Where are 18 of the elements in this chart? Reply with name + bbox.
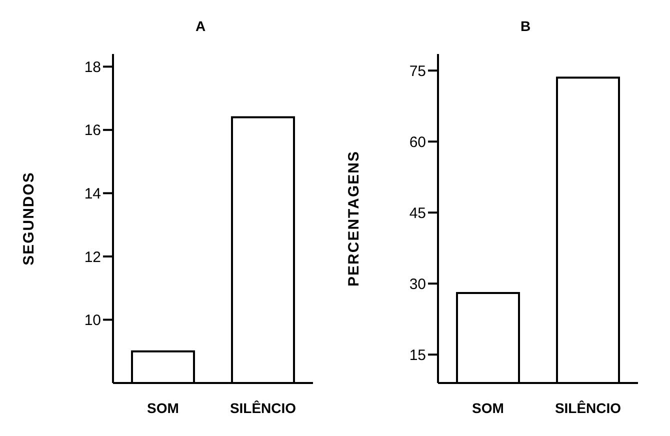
y-tick-label: 18 <box>84 58 101 76</box>
x-tick-label: SILÊNCIO <box>230 400 296 416</box>
x-tick-label: SOM <box>147 400 179 416</box>
y-tick-label: 15 <box>409 346 426 364</box>
chart-title: B <box>519 17 532 36</box>
y-axis-title: SEGUNDOS <box>20 172 38 266</box>
y-tick-label: 60 <box>409 134 426 151</box>
y-tick-label: 16 <box>84 122 101 140</box>
y-tick-label: 10 <box>84 312 101 330</box>
y-tick-label: 75 <box>409 62 426 80</box>
x-tick-label: SILÊNCIO <box>554 400 622 416</box>
chart-title: A <box>194 17 207 36</box>
x-tick-label: SOM <box>472 400 504 416</box>
y-tick-label: 12 <box>84 248 101 266</box>
y-tick-label: 30 <box>409 276 426 293</box>
y-tick-label: 14 <box>84 186 101 203</box>
y-axis-title: PERCENTAGENS <box>345 150 362 286</box>
y-tick-label: 45 <box>409 204 426 222</box>
